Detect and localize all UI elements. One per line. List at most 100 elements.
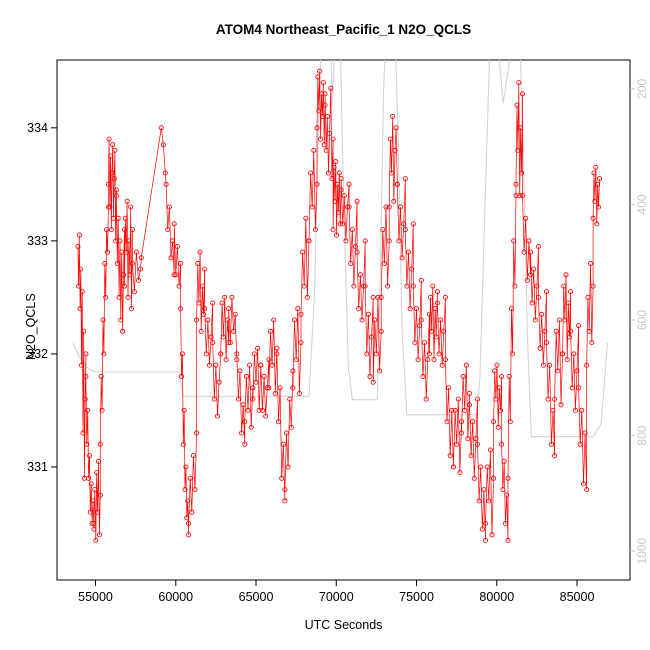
data-point — [552, 396, 558, 402]
data-point — [486, 498, 492, 504]
data-point — [165, 227, 171, 233]
data-point — [392, 147, 398, 153]
data-point — [385, 283, 391, 289]
data-point — [576, 385, 582, 391]
data-point — [343, 238, 349, 244]
data-point — [110, 142, 116, 148]
data-point — [481, 487, 487, 493]
data-point — [216, 379, 222, 385]
data-point — [432, 306, 438, 312]
data-point — [474, 396, 481, 402]
data-point — [452, 407, 458, 413]
data-point — [234, 351, 240, 357]
data-point — [314, 125, 320, 131]
data-point — [396, 238, 402, 244]
data-point — [318, 136, 324, 142]
data-point — [91, 526, 97, 532]
y2-tick-label: 400 — [635, 194, 649, 214]
data-point — [112, 147, 118, 153]
data-point — [381, 260, 387, 267]
data-point — [266, 357, 272, 363]
data-point — [158, 125, 164, 131]
data-point — [595, 181, 601, 187]
data-point — [95, 509, 101, 515]
data-point — [548, 441, 554, 447]
data-point — [517, 193, 523, 199]
data-point — [547, 362, 553, 368]
data-point — [118, 317, 124, 323]
data-point — [592, 198, 598, 204]
data-point — [518, 125, 524, 131]
data-point — [482, 537, 489, 543]
data-point — [108, 153, 114, 159]
data-point — [582, 430, 588, 436]
data-point — [185, 498, 191, 504]
data-point — [390, 113, 396, 120]
y-axis-label: N2O_QCLS — [24, 293, 38, 360]
data-point — [186, 532, 192, 538]
data-point — [86, 453, 93, 459]
data-point — [196, 300, 202, 306]
data-point — [295, 306, 301, 312]
data-point — [492, 368, 498, 374]
plot-border — [56, 59, 631, 581]
data-point — [362, 283, 368, 289]
data-point — [325, 170, 332, 176]
data-point — [129, 260, 135, 267]
data-point — [89, 520, 95, 527]
y-axis-left: 331 332 333 334 — [27, 121, 57, 474]
data-point — [338, 176, 344, 182]
data-point — [332, 198, 338, 204]
data-point — [560, 351, 566, 357]
data-point — [458, 430, 465, 436]
data-point — [93, 537, 99, 543]
data-point — [318, 91, 325, 97]
data-point — [458, 419, 465, 425]
data-point — [126, 238, 132, 244]
data-point — [594, 221, 600, 227]
data-point — [513, 193, 519, 199]
data-point — [80, 430, 86, 436]
data-point — [543, 340, 550, 346]
data-point — [91, 520, 97, 527]
data-point — [470, 419, 476, 425]
data-point — [128, 204, 134, 210]
data-point — [190, 453, 196, 459]
data-point — [422, 340, 428, 346]
data-point — [539, 311, 545, 317]
data-point — [507, 419, 513, 425]
data-point — [83, 373, 89, 380]
data-point — [176, 283, 182, 289]
data-point — [107, 204, 113, 210]
data-point — [564, 357, 570, 363]
data-point — [425, 357, 431, 363]
data-point — [243, 373, 249, 380]
data-point — [192, 487, 198, 493]
data-point — [584, 487, 590, 493]
secondary-series — [72, 60, 609, 438]
data-point — [186, 520, 192, 527]
data-point — [534, 283, 540, 289]
data-point — [211, 396, 217, 402]
data-point — [189, 509, 195, 515]
data-point — [187, 475, 193, 481]
data-point — [306, 238, 312, 244]
data-point — [87, 509, 93, 515]
data-point — [426, 311, 432, 317]
data-point — [426, 351, 432, 357]
data-point — [399, 255, 405, 261]
data-point — [214, 413, 221, 419]
data-point — [285, 464, 291, 470]
data-point — [137, 266, 144, 272]
data-point — [565, 300, 571, 306]
y-tick-label: 332 — [27, 347, 48, 361]
data-point — [367, 373, 373, 380]
data-point — [178, 306, 184, 312]
data-point — [199, 283, 205, 289]
data-point — [231, 328, 237, 334]
data-point — [160, 142, 166, 148]
data-point — [94, 470, 100, 476]
data-point — [261, 373, 267, 380]
data-point — [114, 260, 120, 267]
